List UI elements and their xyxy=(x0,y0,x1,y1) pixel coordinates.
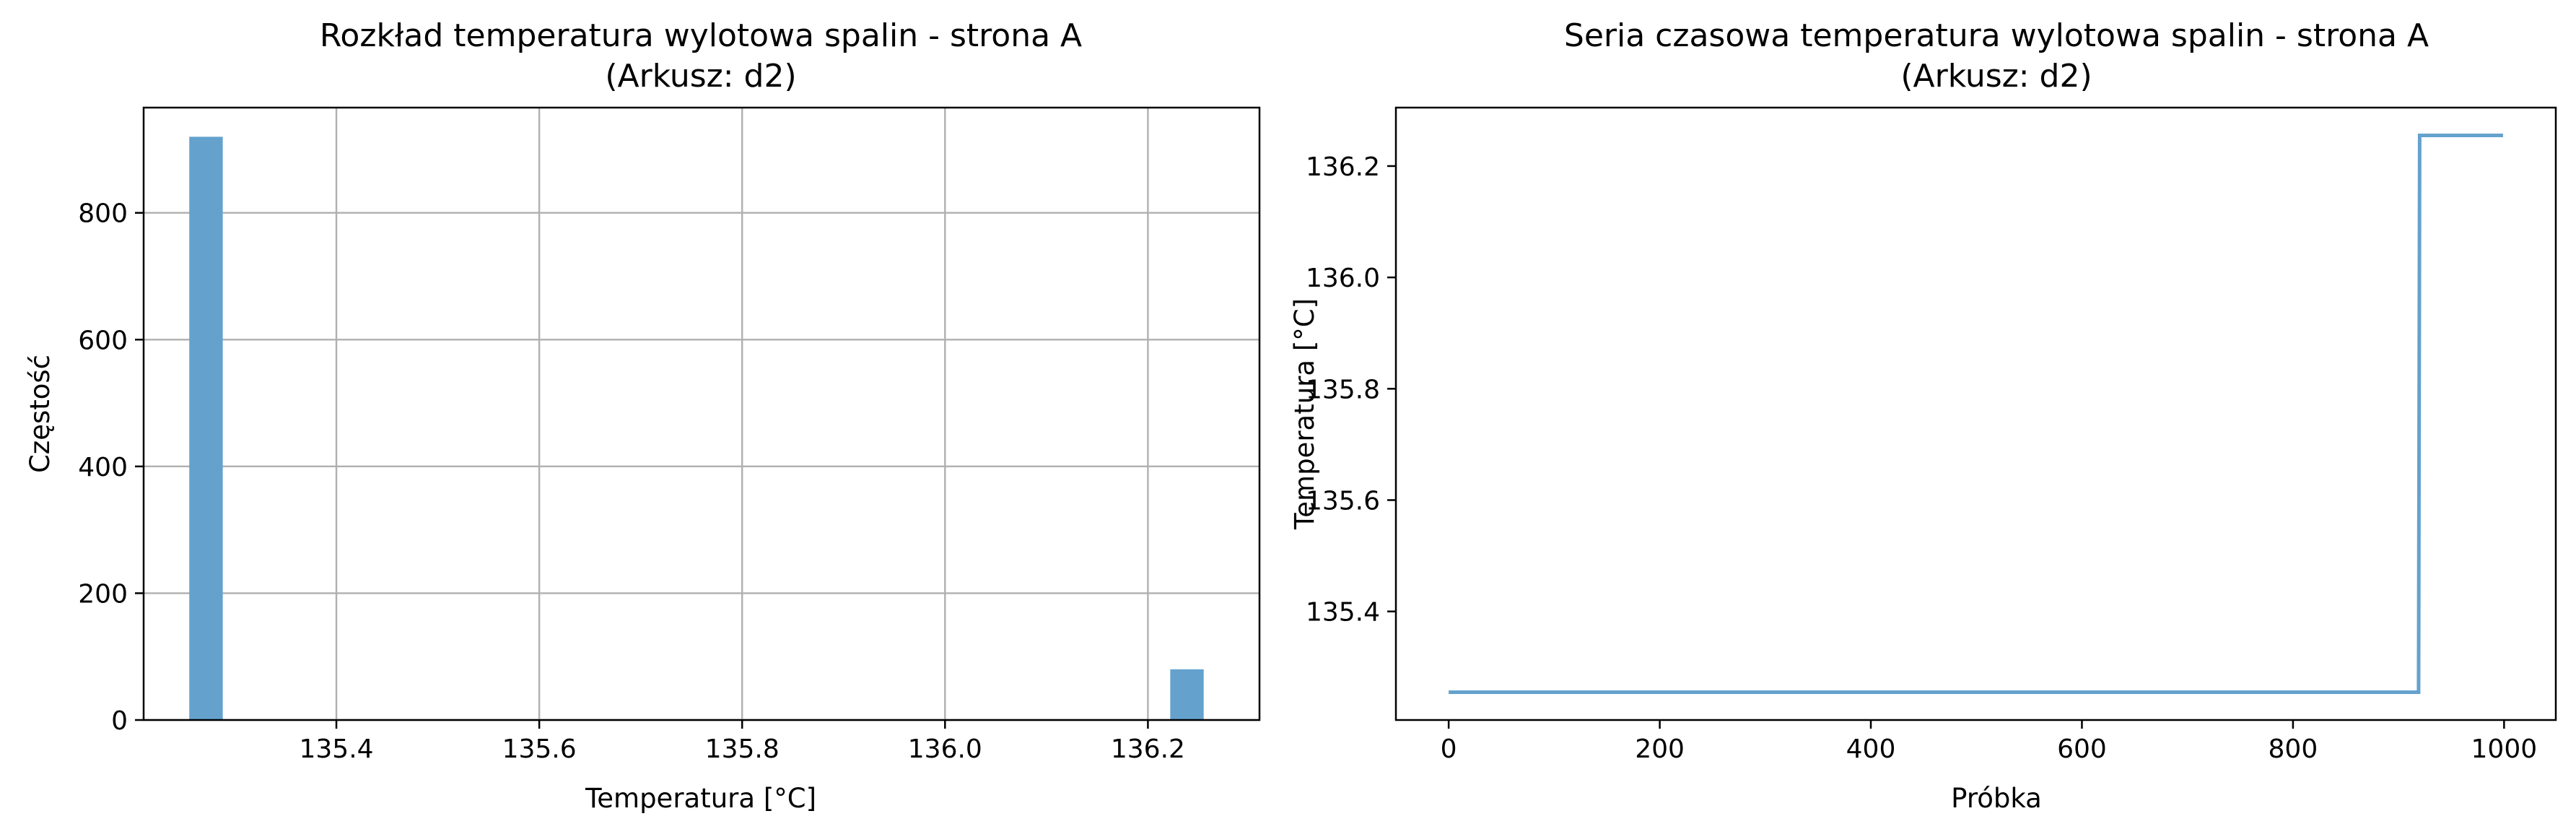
histogram-y-axis-label: Częstość xyxy=(25,355,56,473)
histogram-y-ticks: 0 200 400 600 800 xyxy=(78,199,144,736)
histogram-x-ticks: 135.4 135.6 135.8 136.0 136.2 xyxy=(300,720,1185,764)
timeseries-title: Seria czasowa temperatura wylotowa spali… xyxy=(1564,17,2429,54)
histogram-panel: Rozkład temperatura wylotowa spalin - st… xyxy=(25,17,1261,814)
histogram-x-tick-label: 136.0 xyxy=(908,734,982,764)
timeseries-subtitle: (Arkusz: d2) xyxy=(1900,58,2092,95)
timeseries-y-axis-label: Temperatura [°C] xyxy=(1289,298,1320,530)
histogram-x-axis-label: Temperatura [°C] xyxy=(585,783,816,814)
timeseries-x-tick-label: 400 xyxy=(1846,734,1896,764)
timeseries-x-axis-label: Próbka xyxy=(1951,783,2042,814)
timeseries-y-tick-label: 135.4 xyxy=(1306,598,1380,628)
histogram-x-tick-label: 136.2 xyxy=(1111,734,1185,764)
histogram-title: Rozkład temperatura wylotowa spalin - st… xyxy=(320,17,1082,54)
histogram-y-tick-label: 200 xyxy=(78,579,128,609)
timeseries-x-ticks: 0 200 400 600 800 1000 xyxy=(1441,720,2538,764)
timeseries-line xyxy=(1449,134,2503,694)
histogram-y-tick-label: 400 xyxy=(78,453,128,482)
timeseries-x-tick-label: 200 xyxy=(1635,734,1685,764)
histogram-x-tick-label: 135.8 xyxy=(705,734,780,764)
histogram-subtitle: (Arkusz: d2) xyxy=(605,58,796,95)
histogram-bar xyxy=(1170,669,1204,720)
timeseries-x-tick-label: 600 xyxy=(2057,734,2107,764)
histogram-x-tick-label: 135.4 xyxy=(300,734,374,764)
histogram-y-tick-label: 800 xyxy=(78,199,128,229)
timeseries-y-tick-label: 136.2 xyxy=(1306,152,1380,182)
timeseries-series-line xyxy=(1449,134,2503,694)
timeseries-y-tick-label: 135.8 xyxy=(1306,375,1380,404)
timeseries-panel: Seria czasowa temperatura wylotowa spali… xyxy=(1289,17,2557,814)
histogram-plot-frame xyxy=(142,106,1261,721)
histogram-y-tick-label: 0 xyxy=(111,706,128,736)
timeseries-y-tick-label: 135.6 xyxy=(1306,486,1380,516)
histogram-y-tick-label: 600 xyxy=(78,326,128,355)
histogram-bars xyxy=(189,136,1204,720)
timeseries-y-tick-label: 136.0 xyxy=(1306,264,1380,293)
histogram-x-tick-label: 135.6 xyxy=(502,734,577,764)
timeseries-y-ticks: 135.4 135.6 135.8 136.0 136.2 xyxy=(1306,152,1396,628)
timeseries-x-tick-label: 0 xyxy=(1441,734,1457,764)
timeseries-x-tick-label: 800 xyxy=(2269,734,2318,764)
timeseries-x-tick-label: 1000 xyxy=(2471,734,2538,764)
timeseries-plot-frame xyxy=(1394,106,2557,721)
histogram-bar xyxy=(189,136,223,720)
